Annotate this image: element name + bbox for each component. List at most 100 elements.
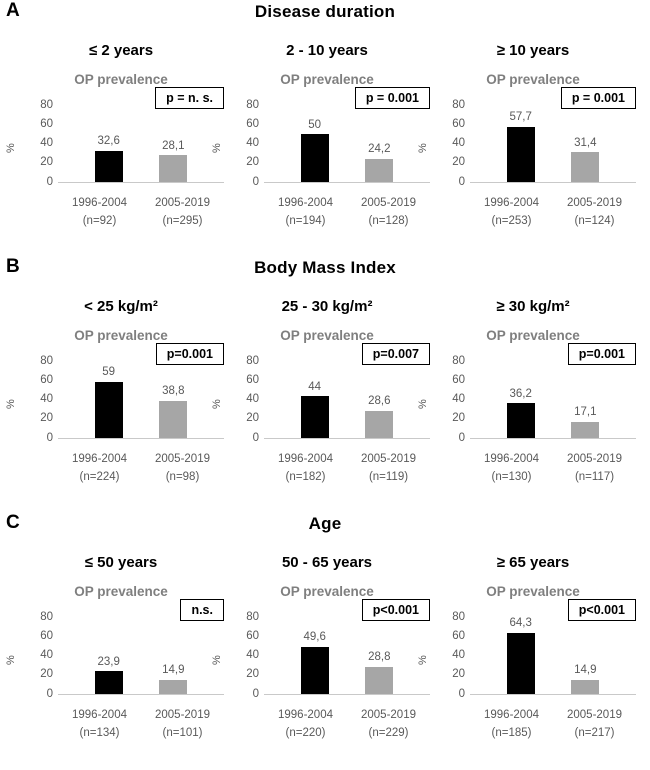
y-tick-label: 40: [246, 137, 259, 150]
y-tick-label: 20: [40, 668, 53, 681]
y-tick-label: 60: [452, 630, 465, 643]
bar-slot-2005-2019: 31,4: [571, 136, 600, 182]
y-tick-label: 60: [452, 374, 465, 387]
charts-row: ≤ 50 years OP prevalence % 0 20 40 60 80 n.s…: [0, 554, 650, 743]
bar-1996-2004: [300, 646, 329, 694]
y-tick-label: 20: [246, 668, 259, 681]
y-axis-ticks: 0 20 40 60 80: [238, 609, 264, 699]
p-value-box: p<0.001: [361, 599, 430, 621]
y-tick-label: 40: [246, 649, 259, 662]
x-tick-label: 2005-2019 (n=128): [347, 194, 430, 231]
bar-slot-2005-2019: 24,2: [365, 144, 394, 182]
bar-value-label: 28,8: [368, 651, 391, 663]
x-axis-labels: 1996-2004 (n=253) 2005-2019 (n=124): [470, 194, 636, 231]
bar-slot-2005-2019: 28,6: [365, 396, 394, 438]
y-tick-label: 60: [40, 630, 53, 643]
y-axis-label-column: %: [5, 97, 32, 183]
bar-1996-2004: [94, 671, 123, 694]
x-tick-period: 1996-2004: [72, 709, 127, 721]
y-axis-label: %: [5, 143, 17, 153]
bars: 36,2 17,1: [470, 353, 636, 438]
bar-2005-2019: [159, 679, 188, 694]
y-tick-label: 20: [40, 412, 53, 425]
x-tick-n: (n=130): [491, 471, 532, 484]
p-value-box: p = n. s.: [155, 87, 224, 109]
chart-subtitle: OP prevalence: [74, 328, 168, 343]
y-tick-label: 20: [452, 412, 465, 425]
y-tick-label: 60: [452, 118, 465, 131]
chart-subtitle: OP prevalence: [280, 328, 374, 343]
bar-2005-2019: [365, 158, 394, 182]
bars: 23,9 14,9: [58, 609, 224, 694]
x-tick-n: (n=220): [285, 727, 326, 740]
bar-1996-2004: [506, 403, 535, 438]
x-tick-period: 2005-2019: [567, 197, 622, 209]
y-tick-label: 80: [452, 99, 465, 112]
chart-title: ≤ 50 years: [84, 554, 158, 571]
y-tick-label: 0: [252, 687, 259, 700]
y-tick-label: 80: [246, 99, 259, 112]
bar-value-label: 31,4: [574, 136, 597, 149]
y-tick-label: 40: [452, 393, 465, 406]
p-value-box: p<0.001: [567, 599, 636, 621]
y-tick-label: 0: [46, 175, 53, 188]
y-axis-label-column: %: [5, 353, 32, 439]
y-axis-label-column: %: [211, 609, 238, 695]
x-tick-label: 1996-2004 (n=253): [470, 194, 553, 231]
y-tick-label: 20: [246, 156, 259, 169]
bar-2005-2019: [365, 666, 394, 694]
y-tick-label: 20: [452, 668, 465, 681]
bar-value-label: 36,2: [509, 387, 532, 400]
plot-area: p = 0.001 57,7 31,4: [470, 87, 636, 183]
x-tick-period: 1996-2004: [72, 453, 127, 465]
chart-title: ≥ 65 years: [496, 554, 570, 571]
plot: % 0 20 40 60 80 p = 0.001 57,7 31,4: [417, 87, 636, 187]
y-axis-label: %: [211, 655, 223, 665]
x-axis-labels: 1996-2004 (n=134) 2005-2019 (n=101): [58, 706, 224, 743]
y-tick-label: 80: [40, 611, 53, 624]
chart-subtitle: OP prevalence: [74, 72, 168, 87]
x-tick-period: 2005-2019: [155, 709, 210, 721]
chart-title: ≥ 30 kg/m²: [496, 298, 570, 315]
bar-value-label: 14,9: [162, 664, 185, 677]
x-tick-period: 1996-2004: [72, 197, 127, 209]
bars: 49,6 28,8: [264, 609, 430, 694]
y-axis-label: %: [5, 655, 17, 665]
x-tick-period: 1996-2004: [484, 709, 539, 721]
y-tick-label: 40: [40, 649, 53, 662]
chart-subtitle: OP prevalence: [74, 584, 168, 599]
x-tick-n: (n=185): [491, 727, 532, 740]
x-tick-label: 2005-2019 (n=98): [141, 450, 224, 487]
x-axis-labels: 1996-2004 (n=224) 2005-2019 (n=98): [58, 450, 224, 487]
p-value-box: p=0.007: [361, 343, 430, 365]
x-tick-n: (n=182): [285, 471, 326, 484]
x-tick-label: 1996-2004 (n=134): [58, 706, 141, 743]
bar-1996-2004: [506, 126, 535, 182]
x-tick-period: 2005-2019: [155, 453, 210, 465]
bar-value-label: 44: [308, 380, 322, 393]
bar-slot-1996-2004: 64,3: [506, 618, 535, 694]
bars: 32,6 28,1: [58, 97, 224, 182]
chart-title: 50 - 65 years: [281, 554, 373, 571]
bar-1996-2004: [94, 381, 123, 438]
y-tick-label: 20: [40, 156, 53, 169]
bar-2005-2019: [159, 400, 188, 438]
bar-value-label: 49,6: [303, 631, 326, 644]
x-tick-n: (n=253): [491, 215, 532, 228]
x-tick-period: 1996-2004: [278, 709, 333, 721]
bar-value-label: 59: [102, 366, 116, 379]
x-tick-label: 1996-2004 (n=130): [470, 450, 553, 487]
x-tick-n: (n=124): [574, 215, 615, 228]
bar-chart: ≤ 2 years OP prevalence % 0 20 40 60 80 p = …: [5, 42, 224, 231]
panel-letter: A: [6, 0, 20, 21]
bar-value-label: 17,1: [574, 406, 597, 419]
y-tick-label: 60: [246, 374, 259, 387]
y-axis-ticks: 0 20 40 60 80: [444, 353, 470, 443]
y-tick-label: 80: [452, 611, 465, 624]
y-tick-label: 60: [40, 374, 53, 387]
p-value-box: p=0.001: [567, 343, 636, 365]
y-tick-label: 60: [40, 118, 53, 131]
x-tick-label: 1996-2004 (n=224): [58, 450, 141, 487]
x-axis-labels: 1996-2004 (n=130) 2005-2019 (n=117): [470, 450, 636, 487]
bar-value-label: 57,7: [509, 111, 532, 124]
